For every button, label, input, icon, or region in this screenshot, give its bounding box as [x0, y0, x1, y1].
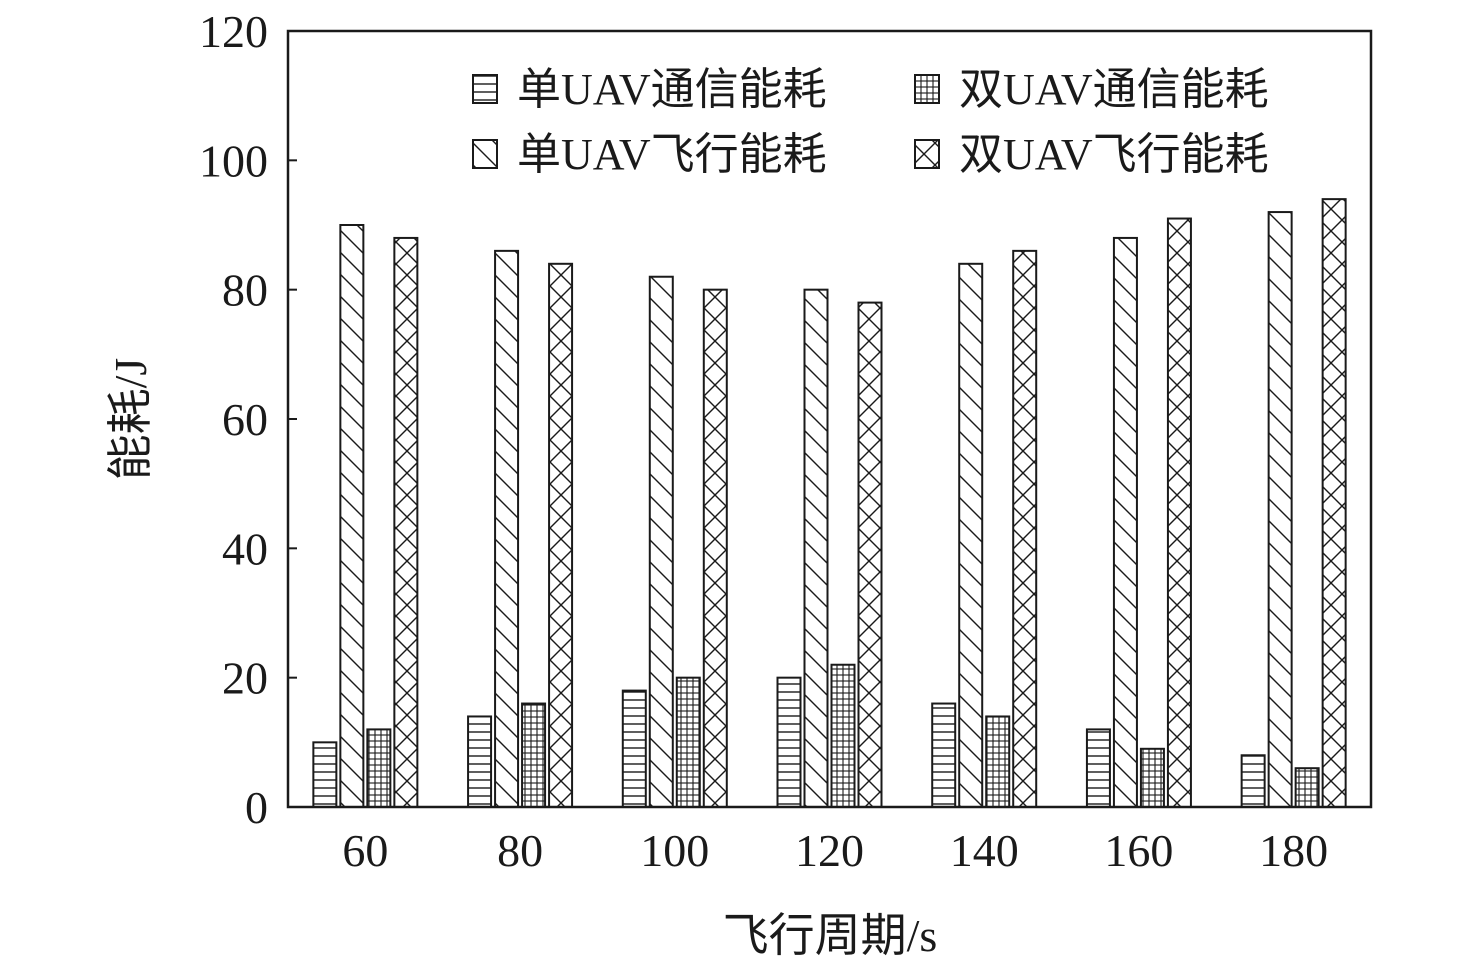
y-tick-label: 20 — [222, 653, 268, 704]
bar-cross-hatch-120 — [857, 301, 883, 808]
y-tick-label: 80 — [222, 265, 268, 316]
bar-cross-hatch-80 — [548, 262, 574, 808]
y-tick-label: 40 — [222, 523, 268, 574]
bar-horizontal-lines-180 — [1240, 754, 1266, 808]
bar-horizontal-lines-60 — [312, 741, 338, 808]
legend-label: 单UAV飞行能耗 — [517, 130, 827, 179]
x-tick-label: 80 — [497, 825, 543, 876]
bar-horizontal-lines-80 — [467, 715, 493, 809]
x-axis-ticks: 60 80 100 120 140 160 180 — [342, 825, 1328, 876]
bar-horizontal-lines-100 — [621, 689, 647, 808]
x-tick-label: 100 — [640, 825, 709, 876]
plot-frame — [286, 29, 1373, 809]
legend-swatch-cross-hatch — [914, 139, 940, 169]
y-tick-label: 100 — [199, 135, 268, 186]
y-axis-ticks: 0 20 40 60 80 100 120 — [199, 6, 297, 833]
bar-horizontal-lines-140 — [931, 702, 957, 808]
bar-cross-hatch-140 — [1012, 249, 1038, 809]
legend-swatch-diagonal-lines — [472, 139, 498, 169]
x-tick-label: 160 — [1104, 825, 1173, 876]
x-tick-label: 140 — [950, 825, 1019, 876]
bar-grid-160 — [1139, 747, 1165, 808]
bar-grid-100 — [675, 676, 701, 809]
bar-grid-120 — [830, 663, 856, 808]
bar-cross-hatch-180 — [1321, 198, 1347, 808]
bar-diagonal-lines-140 — [958, 262, 984, 808]
y-tick-label: 0 — [245, 782, 268, 833]
bars — [312, 198, 1347, 809]
bar-diagonal-lines-60 — [339, 224, 365, 808]
legend-swatch-horizontal-lines — [472, 74, 498, 104]
bar-diagonal-lines-160 — [1112, 236, 1138, 808]
bar-cross-hatch-60 — [393, 236, 419, 808]
y-tick-label: 60 — [222, 394, 268, 445]
x-axis-title: 飞行周期/s — [723, 910, 938, 961]
bar-grid-140 — [985, 715, 1011, 809]
bar-cross-hatch-100 — [702, 288, 728, 808]
legend-label: 双UAV通信能耗 — [959, 65, 1269, 114]
bar-grid-80 — [521, 702, 547, 808]
bar-horizontal-lines-160 — [1085, 728, 1111, 809]
x-tick-label: 60 — [342, 825, 388, 876]
bar-diagonal-lines-80 — [494, 249, 520, 809]
bar-cross-hatch-160 — [1166, 217, 1192, 809]
legend-label: 双UAV飞行能耗 — [959, 130, 1269, 179]
x-tick-label: 180 — [1259, 825, 1328, 876]
legend-label: 单UAV通信能耗 — [517, 65, 827, 114]
bar-diagonal-lines-100 — [648, 275, 674, 808]
bar-grid-180 — [1294, 767, 1320, 809]
bar-diagonal-lines-120 — [803, 288, 829, 808]
x-tick-label: 120 — [795, 825, 864, 876]
y-tick-label: 120 — [199, 6, 268, 57]
bar-grid-60 — [366, 728, 392, 809]
bar-diagonal-lines-180 — [1267, 211, 1293, 809]
legend-swatch-grid — [914, 74, 940, 104]
bar-horizontal-lines-120 — [776, 676, 802, 809]
y-axis-title: 能耗/J — [105, 358, 156, 481]
